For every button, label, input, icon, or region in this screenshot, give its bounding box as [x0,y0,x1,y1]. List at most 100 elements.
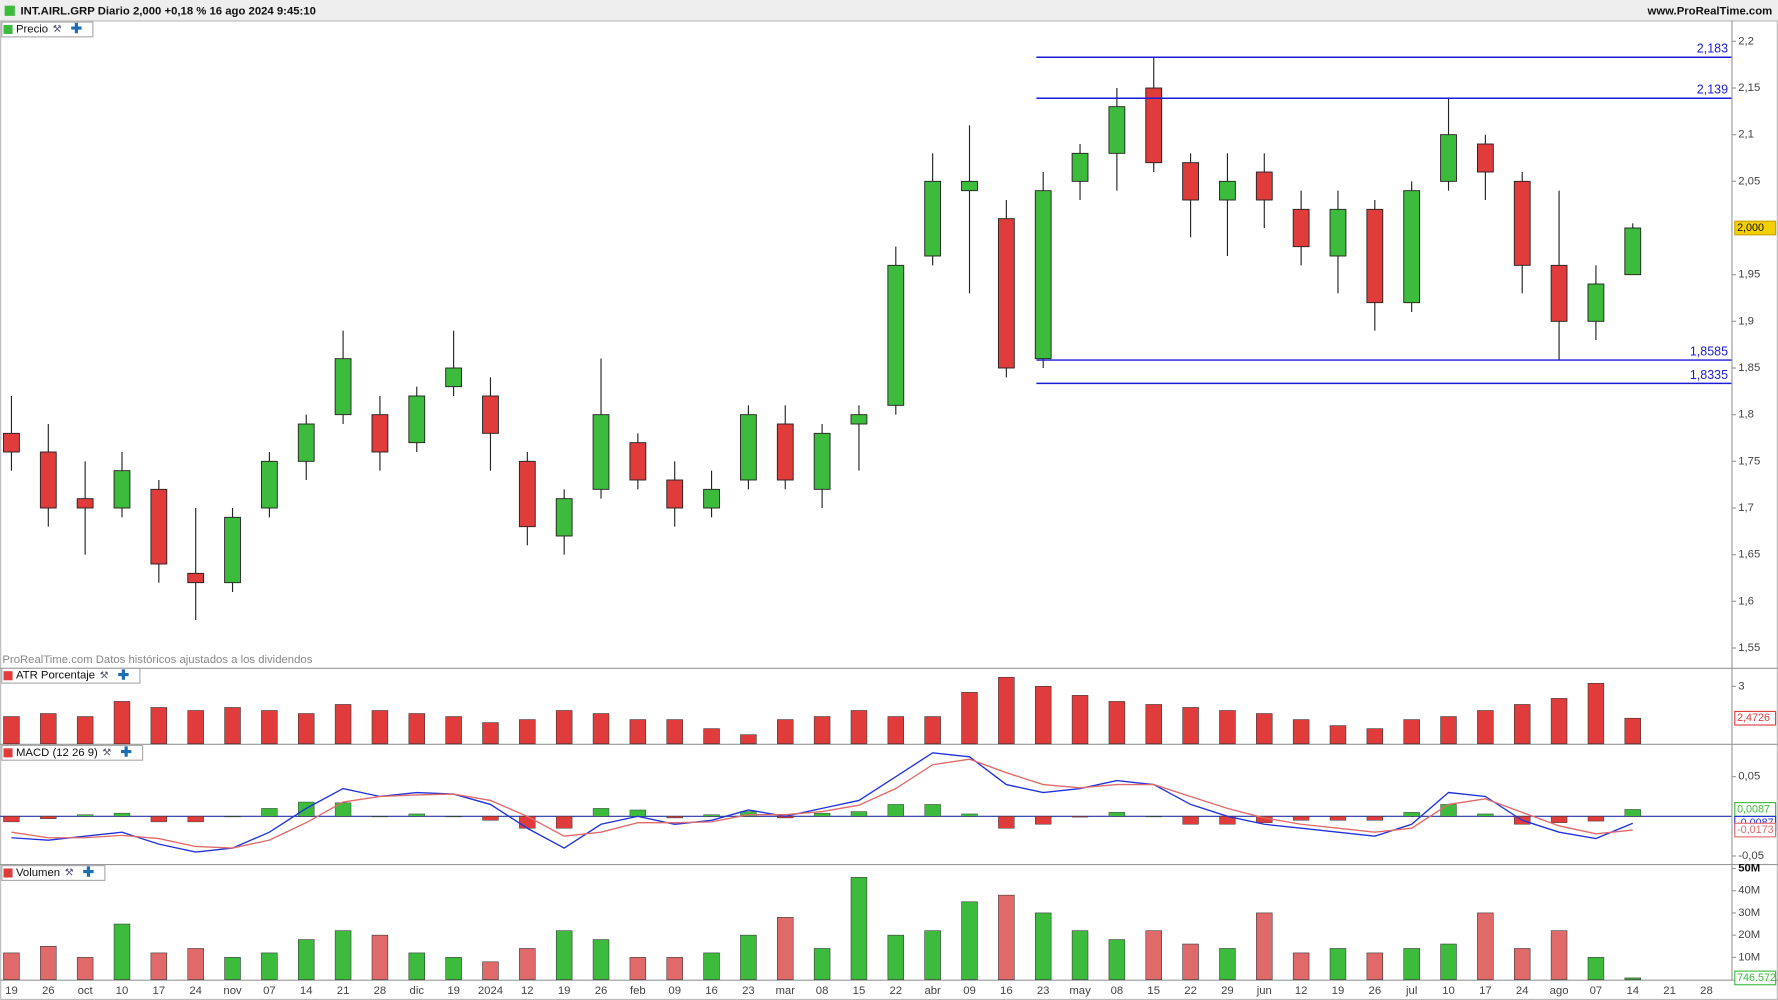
bar [3,952,20,980]
bar [1108,939,1126,980]
histogram-bar [1071,816,1089,818]
histogram-bar [371,816,389,818]
bar [1292,952,1310,980]
candle-body [703,488,720,509]
histogram-bar [961,813,978,817]
add-icon[interactable]: ✚ [71,21,83,36]
x-tick-label: 15 [1147,985,1160,997]
add-icon[interactable]: ✚ [121,744,133,759]
header-bar [0,0,1778,21]
x-tick-label: 26 [595,985,608,997]
add-icon[interactable]: ✚ [118,667,130,682]
bar [334,930,352,980]
bar [113,701,131,745]
y-tick-label: 10M [1738,951,1760,963]
histogram-bar [998,816,1015,829]
x-tick-label: 09 [668,985,681,997]
settings-icon[interactable]: ⚒ [102,748,111,759]
x-tick-label: feb [630,985,646,997]
bar [1624,717,1641,745]
histogram-bar [1403,812,1420,817]
bar [1071,695,1089,745]
candle-body [1145,87,1163,164]
histogram-bar [519,816,536,829]
header-site[interactable]: www.ProRealTime.com [1647,5,1773,17]
last-value-label: 746.572 [1737,972,1776,984]
candle-body [371,414,389,453]
bar [1182,943,1199,980]
bar [1477,912,1494,980]
y-tick-label: -0,05 [1738,850,1764,862]
histogram-bar [1624,809,1641,817]
bar [961,692,978,745]
bar [1624,977,1641,980]
bar [3,716,20,745]
histogram-bar [592,808,610,817]
candle-body [1624,227,1642,276]
panel-title: MACD (12 26 9) [16,747,98,759]
last-value-box [1734,220,1777,236]
bar [40,713,57,745]
x-tick-label: jun [1256,985,1272,997]
bar [592,713,610,745]
candle-body [224,516,241,584]
x-tick-label: 28 [374,985,387,997]
histogram-bar [666,816,683,819]
histogram-bar [408,813,425,817]
candle-body [1071,152,1089,182]
bar [445,957,462,980]
x-tick-label: 22 [1184,985,1197,997]
bar [850,877,868,980]
histogram-bar [150,816,168,823]
macd-line [11,758,1633,849]
candle-body [76,498,94,509]
x-tick-label: 08 [816,985,829,997]
x-tick-label: 10 [1442,985,1455,997]
x-tick-label: 17 [1479,985,1492,997]
bar [666,957,683,980]
bar [998,676,1015,745]
histogram-bar [1182,816,1199,825]
level-label: 1,8335 [1690,368,1728,382]
candle-body [1366,208,1384,304]
bar [629,719,647,745]
level-label: 2,183 [1697,42,1728,56]
bar [1329,948,1347,980]
y-tick-label: 2,05 [1738,175,1760,187]
candle-body [592,414,610,490]
x-tick-label: 24 [1516,985,1529,997]
y-tick-label: 2,1 [1738,129,1754,141]
candle-body [482,395,499,434]
settings-icon[interactable]: ⚒ [65,868,74,879]
last-value-label: 2,000 [1737,222,1764,234]
bar [1256,713,1273,745]
histogram-bar [740,811,757,817]
bar [371,710,389,745]
panel-title: ATR Porcentaje [16,670,95,682]
histogram-bar [334,802,352,817]
bar [482,961,499,980]
x-tick-label: 23 [1037,985,1050,997]
add-icon[interactable]: ✚ [83,865,95,880]
bar [261,952,278,980]
x-tick-label: 15 [853,985,866,997]
bar [777,917,794,980]
x-tick-label: 16 [705,985,718,997]
candle-body [297,423,315,462]
candle-body [629,442,647,481]
bar [445,716,462,745]
candle-body [408,395,426,444]
settings-icon[interactable]: ⚒ [100,670,109,681]
panel-title-box [1,21,94,38]
bar [592,939,610,980]
candle-body [1329,208,1347,257]
histogram-bar [629,809,647,817]
y-tick-label: 1,55 [1738,642,1760,654]
bar [187,710,204,745]
settings-icon[interactable]: ⚒ [53,24,62,35]
panel-title-box [1,865,106,881]
histogram-bar [1440,804,1457,817]
y-tick-label: 20M [1738,929,1760,941]
x-tick-label: 19 [558,985,571,997]
